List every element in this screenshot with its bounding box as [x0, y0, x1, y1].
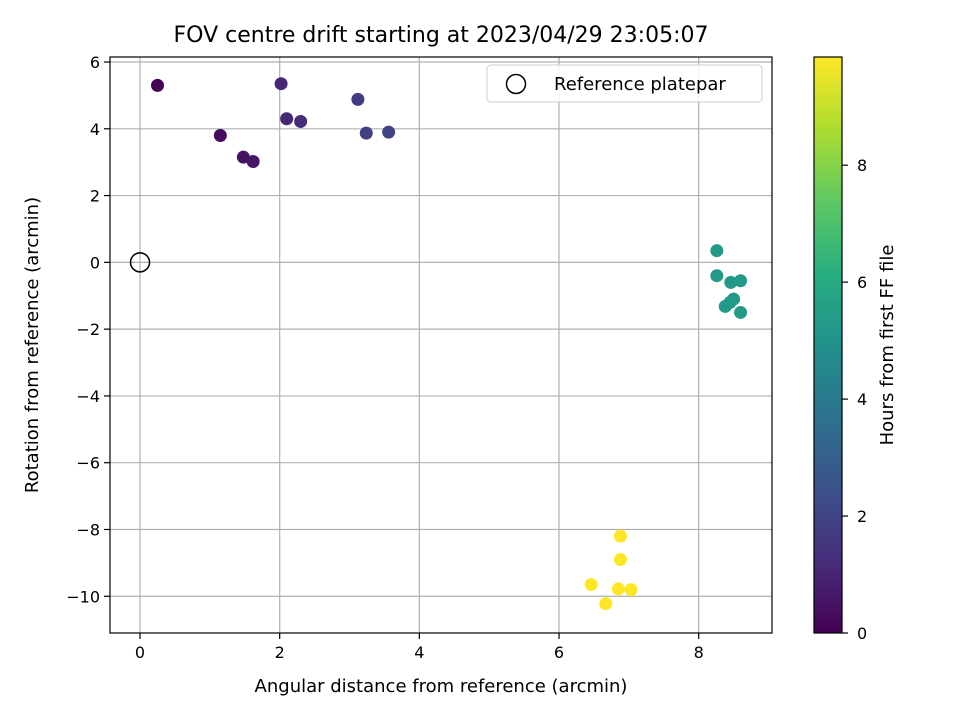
colorbar-tick-label: 4 — [857, 390, 867, 409]
data-point — [710, 269, 724, 283]
y-tick-label: 0 — [90, 253, 100, 272]
legend-label: Reference platepar — [554, 74, 726, 95]
data-point — [584, 578, 598, 592]
y-tick-label: 2 — [90, 187, 100, 206]
data-point — [599, 597, 613, 611]
y-tick-label: −10 — [66, 587, 100, 606]
reference-marker — [129, 252, 151, 273]
data-point — [359, 126, 373, 140]
data-point — [734, 305, 748, 319]
x-tick-label: 8 — [694, 643, 704, 662]
data-point — [382, 125, 396, 139]
legend-marker-open-circle — [505, 73, 527, 95]
colorbar-tick-label: 0 — [857, 624, 867, 643]
colorbar-tick-label: 2 — [857, 507, 867, 526]
colorbar-label: Hours from first FF file — [877, 245, 898, 446]
data-point — [246, 155, 260, 169]
data-point — [274, 77, 288, 91]
y-tick-label: −6 — [76, 454, 100, 473]
y-tick-label: −4 — [76, 387, 100, 406]
chart-title: FOV centre drift starting at 2023/04/29 … — [174, 23, 709, 48]
grid-lines — [110, 57, 772, 633]
data-point — [613, 553, 627, 567]
x-axis-ticks: 0 2 4 6 8 — [135, 633, 704, 662]
data-point — [351, 92, 365, 106]
data-point — [213, 128, 227, 142]
colorbar-ticks: 0 2 4 6 8 — [842, 156, 867, 643]
colorbar-tick-label: 6 — [857, 273, 867, 292]
data-point — [236, 150, 250, 164]
data-point — [734, 274, 748, 288]
data-point — [710, 244, 724, 258]
data-point — [611, 582, 625, 596]
reference-point — [129, 252, 151, 273]
y-tick-label: 4 — [90, 120, 100, 139]
y-tick-label: −2 — [76, 320, 100, 339]
y-axis-label: Rotation from reference (arcmin) — [22, 197, 43, 493]
data-point — [718, 299, 732, 313]
data-point — [294, 114, 308, 128]
x-tick-label: 6 — [554, 643, 564, 662]
legend-box — [486, 64, 763, 103]
x-axis-label: Angular distance from reference (arcmin) — [255, 676, 628, 697]
x-tick-label: 4 — [414, 643, 424, 662]
colorbar-gradient — [813, 56, 843, 634]
y-tick-label: 6 — [90, 53, 100, 72]
data-point — [613, 529, 627, 543]
y-axis-ticks: 6 4 2 0 −2 −4 −6 −8 −10 — [66, 53, 110, 606]
data-point — [724, 275, 738, 289]
y-tick-label: −8 — [76, 520, 100, 539]
data-point — [280, 112, 294, 126]
colorbar-tick-label: 8 — [857, 156, 867, 175]
colorbar: 0 2 4 6 8 Hours from first FF file — [813, 56, 898, 643]
data-points — [150, 77, 748, 611]
data-point — [150, 78, 164, 92]
x-tick-label: 0 — [135, 643, 145, 662]
legend: Reference platepar — [486, 64, 763, 103]
data-point — [624, 583, 638, 597]
plot-frame — [109, 56, 773, 634]
x-tick-label: 2 — [275, 643, 285, 662]
